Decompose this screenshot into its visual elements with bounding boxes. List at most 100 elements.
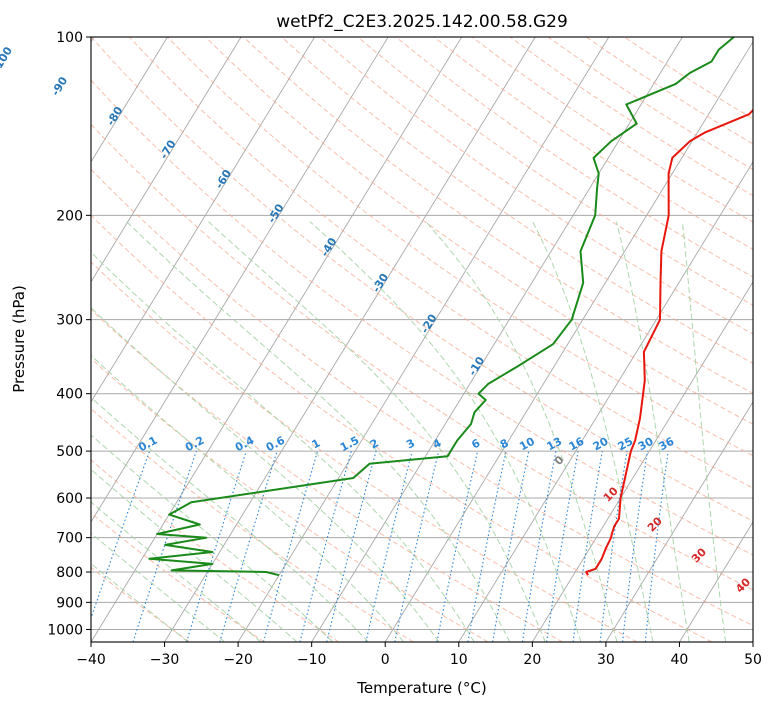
x-tick-label: 20 [523,652,541,668]
dry-adiabat [91,123,753,591]
mixing-ratio-label: 6 [469,436,482,451]
dry-adiabat [471,37,753,223]
dry-adiabat [91,79,753,556]
x-tick-label: −30 [150,652,180,668]
adiabat-label: 30 [689,545,709,565]
mixing-ratio-label: 13 [545,435,565,454]
temperature-profile [585,108,753,576]
dry-adiabat [91,168,753,627]
isotherm-line [237,37,610,642]
moist-adiabat [616,221,690,642]
mixing-ratio-line [219,450,278,642]
mixing-ratio-line [436,450,479,642]
dry-adiabat [91,459,340,642]
isotherm-label: -10 [466,354,488,378]
dry-adiabat [509,37,753,197]
y-tick-label: 300 [56,313,83,329]
isotherm-line [91,37,242,283]
isotherm-label: -50 [265,201,287,225]
mixing-ratio-label: 30 [636,435,656,454]
mixing-ratio-line [572,451,603,642]
mixing-ratio-line [91,450,151,620]
background-lines [91,37,753,642]
dry-adiabat [243,37,753,395]
mixing-ratio-line [365,450,413,642]
adiabat-label: 20 [645,514,665,534]
y-tick-label: 700 [56,531,83,547]
y-tick-label: 500 [56,444,83,460]
data-curves [148,37,753,577]
mixing-ratio-line [644,451,669,642]
dry-adiabat [91,261,638,642]
y-tick-label: 900 [56,595,83,611]
isotherm-label: -40 [318,235,340,259]
dry-adiabat [433,37,753,250]
dry-adiabat [167,37,753,457]
y-tick-label: 200 [56,208,83,224]
isotherm-label: -80 [104,104,126,128]
mixing-ratio-label: 20 [591,435,611,454]
y-tick-label: 600 [56,491,83,507]
x-tick-label: 50 [744,652,762,668]
chart-title: wetPf2_C2E3.2025.142.00.58.G29 [276,12,568,32]
y-tick-label: 1000 [47,622,83,638]
mixing-ratio-line [299,450,352,642]
mixing-ratio-line [546,451,579,642]
isotherm-line [91,37,463,642]
moist-adiabat [91,501,262,642]
moist-adiabat [91,354,404,642]
moist-adiabat [126,221,511,642]
moist-adiabat [682,221,727,642]
mixing-ratio-line [132,450,197,642]
isotherm-label: -30 [370,271,392,295]
y-tick-label: 400 [56,387,83,403]
isotherm-line [752,641,753,642]
isotherm-label: -60 [213,167,235,191]
isotherm-label: -100 [0,44,15,75]
y-axis: 1000 900 800 700 600 500 400 300 200 100 [47,30,91,638]
x-axis: −40 −30 −20 −10 0 10 20 30 40 50 [76,642,762,668]
dry-adiabat [91,309,563,642]
moist-adiabat [91,468,298,642]
plot-frame [90,36,754,643]
moist-adiabat [91,532,225,642]
mixing-ratio-label: 4 [431,436,444,451]
isotherm-line [91,37,168,163]
mixing-ratio-line [394,450,440,642]
adiabat-label: 40 [733,575,753,595]
moist-adiabat [208,221,546,642]
moist-adiabat [91,562,189,642]
isotherm-line [679,521,753,642]
x-axis-title: Temperature (°C) [356,679,486,697]
mixing-ratio-line [186,450,247,642]
dry-adiabat [281,37,753,364]
dry-adiabat [91,37,753,522]
y-tick-label: 100 [56,30,83,46]
x-tick-label: 40 [671,652,689,668]
isotherm-line [91,37,315,403]
moist-adiabat [91,307,440,642]
dry-adiabat [395,37,753,278]
dry-adiabat [91,512,265,642]
mixing-ratio-label: 25 [616,435,636,454]
y-axis-title: Pressure (hPa) [10,285,28,393]
isotherm-line [164,37,536,642]
isotherm-line [531,281,753,642]
dry-adiabat [319,37,753,335]
mixing-ratio-line [467,450,507,642]
isotherm-line [91,37,389,523]
isotherm-label: -70 [157,137,179,161]
mixing-ratio-label: 36 [657,435,677,454]
isotherm-line [458,160,753,642]
mixing-ratio-label: 10 [517,435,537,454]
mixing-ratio-line [622,451,648,642]
moist-adiabat [425,221,618,642]
y-tick-label: 800 [56,565,83,581]
mixing-ratio-line [326,450,377,642]
moist-adiabat [91,434,334,642]
dry-adiabat [357,37,753,306]
mixing-ratio-line [262,450,319,642]
dry-adiabat [91,408,414,642]
dry-adiabat [205,37,753,425]
